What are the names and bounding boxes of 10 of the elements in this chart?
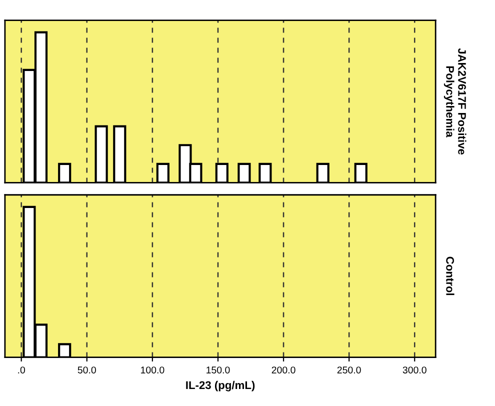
x-tick-label: 250.0 — [337, 366, 361, 374]
x-tick-label: .0 — [18, 366, 26, 374]
x-axis-title: IL-23 (pg/mL) — [186, 380, 255, 392]
x-tick-label: 150.0 — [206, 366, 230, 374]
y-axis-title: JAK2V617F Positive Polycythemia — [444, 48, 466, 155]
y-axis-title: Control — [446, 256, 454, 296]
x-tick-label: 200.0 — [272, 366, 296, 374]
x-tick-label: 50.0 — [78, 366, 96, 374]
x-tick-label: 300.0 — [402, 366, 426, 374]
x-tick-label: 100.0 — [141, 366, 164, 374]
